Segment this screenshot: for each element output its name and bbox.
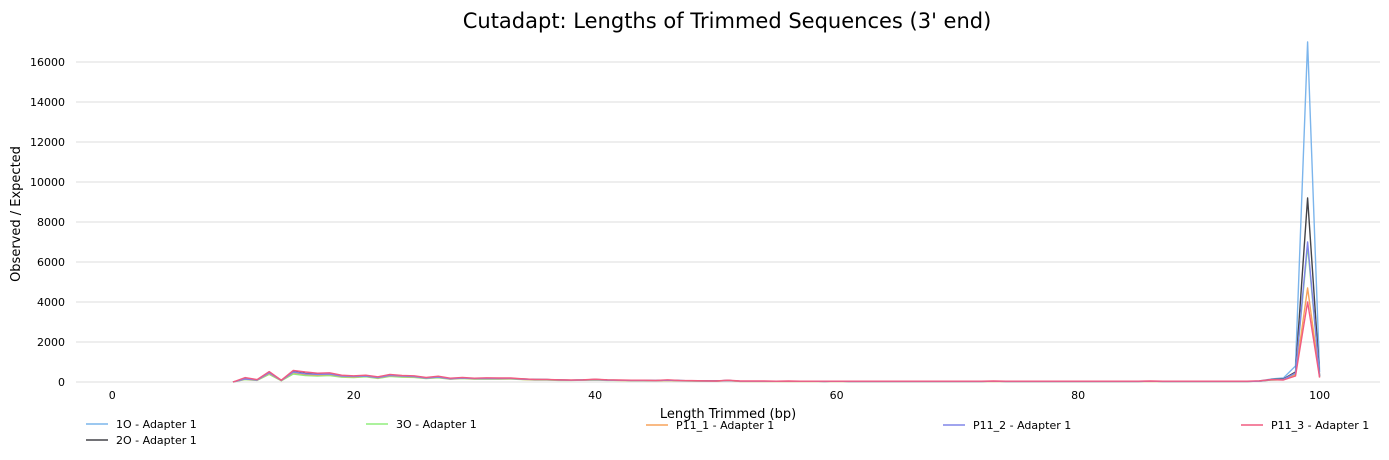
- x-axis-label: Length Trimmed (bp): [660, 407, 796, 422]
- y-tick-label: 10000: [30, 176, 65, 189]
- legend-item[interactable]: 3O - Adapter 1: [366, 418, 477, 431]
- series-line: [232, 41, 1321, 383]
- legend-item[interactable]: 1O - Adapter 1: [86, 418, 197, 431]
- legend-label: P11_2 - Adapter 1: [973, 419, 1071, 432]
- grid-lines: [76, 61, 1380, 383]
- legend-item[interactable]: 2O - Adapter 1: [86, 434, 197, 447]
- legend-item[interactable]: P11_1 - Adapter 1: [646, 419, 774, 432]
- legend-item[interactable]: P11_2 - Adapter 1: [943, 419, 1071, 432]
- y-tick-label: 12000: [30, 136, 65, 149]
- legend-label: P11_1 - Adapter 1: [676, 419, 774, 432]
- x-tick-label: 100: [1309, 389, 1330, 402]
- legend-label: 2O - Adapter 1: [116, 434, 197, 447]
- y-tick-label: 6000: [37, 256, 65, 269]
- y-tick-label: 0: [58, 376, 65, 389]
- legend-label: 1O - Adapter 1: [116, 418, 197, 431]
- series-line: [232, 245, 1321, 383]
- y-axis-label: Observed / Expected: [9, 146, 24, 282]
- y-tick-label: 4000: [37, 296, 65, 309]
- series-line: [232, 241, 1321, 383]
- series-line: [232, 301, 1321, 383]
- legend-label: 3O - Adapter 1: [396, 418, 477, 431]
- y-tick-label: 14000: [30, 96, 65, 109]
- x-tick-label: 40: [588, 389, 602, 402]
- legend: 1O - Adapter 1 2O - Adapter 1 3O - Adapter…: [86, 418, 1369, 447]
- x-tick-label: 80: [1071, 389, 1085, 402]
- legend-label: P11_3 - Adapter 1: [1271, 419, 1369, 432]
- x-tick-label: 20: [347, 389, 361, 402]
- x-tick-label: 0: [109, 389, 116, 402]
- y-tick-label: 16000: [30, 56, 65, 69]
- series-lines: [232, 41, 1321, 383]
- x-axis-ticks: 0 20 40 60 80 100: [109, 389, 1330, 402]
- y-tick-label: 8000: [37, 216, 65, 229]
- legend-item[interactable]: P11_3 - Adapter 1: [1241, 419, 1369, 432]
- y-axis-ticks: 0 2000 4000 6000 8000 10000 12000 14000 16000: [30, 56, 65, 389]
- x-tick-label: 60: [830, 389, 844, 402]
- y-tick-label: 2000: [37, 336, 65, 349]
- chart-title: Cutadapt: Lengths of Trimmed Sequences (…: [463, 9, 992, 33]
- series-line: [232, 197, 1321, 383]
